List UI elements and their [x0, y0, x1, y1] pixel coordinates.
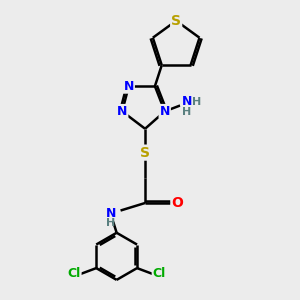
Text: S: S: [171, 14, 181, 28]
Text: N: N: [106, 207, 116, 220]
Text: Cl: Cl: [153, 268, 166, 281]
Text: S: S: [140, 146, 150, 160]
Text: N: N: [117, 105, 128, 118]
Text: H: H: [182, 107, 191, 117]
Text: N: N: [160, 105, 170, 118]
Text: Cl: Cl: [68, 268, 81, 281]
Text: H: H: [191, 97, 201, 106]
Text: H: H: [106, 218, 116, 228]
Text: O: O: [172, 196, 183, 210]
Text: N: N: [182, 95, 192, 108]
Text: N: N: [124, 80, 134, 93]
